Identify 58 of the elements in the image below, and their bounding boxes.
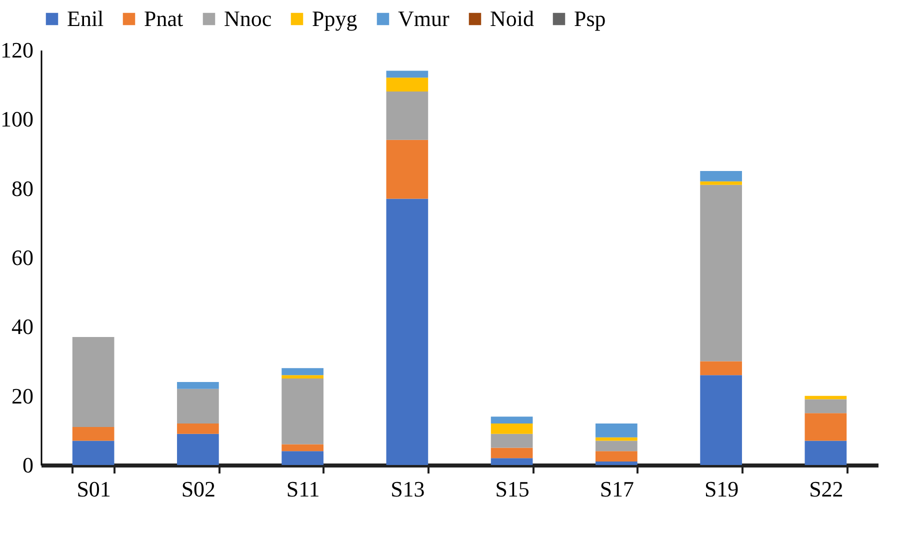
legend-label: Psp — [574, 6, 606, 31]
y-tick-label: 120 — [0, 38, 34, 62]
bar — [596, 451, 638, 462]
bar — [72, 440, 114, 465]
bar — [386, 92, 428, 140]
bar — [490, 458, 533, 465]
bar — [700, 375, 742, 465]
bar — [596, 424, 638, 438]
bar — [386, 140, 428, 199]
legend-label: Ppyg — [312, 6, 358, 31]
bar — [596, 437, 638, 441]
bar — [177, 424, 219, 434]
bar — [72, 337, 114, 427]
bar — [386, 198, 428, 465]
bar — [490, 424, 533, 434]
x-tick-label: S11 — [286, 476, 320, 502]
bar — [282, 368, 324, 376]
legend-label: Vmur — [398, 6, 450, 31]
bar — [804, 399, 847, 414]
bar — [490, 434, 533, 448]
bar — [804, 396, 847, 400]
y-tick-label: 0 — [22, 452, 34, 478]
bar — [700, 361, 742, 376]
bar — [282, 375, 324, 379]
y-tick-label: 100 — [0, 106, 34, 132]
y-tick-label: 80 — [12, 176, 34, 201]
bar — [596, 440, 638, 452]
bar — [700, 181, 742, 185]
y-tick-label: 20 — [12, 383, 34, 408]
bar — [72, 426, 114, 441]
x-tick-label: S19 — [704, 476, 739, 502]
bar — [804, 440, 847, 465]
bar — [386, 70, 428, 78]
x-tick-label: S02 — [181, 476, 216, 502]
bar — [804, 413, 847, 441]
bar — [596, 462, 638, 465]
bar — [177, 434, 219, 465]
bar — [177, 388, 219, 424]
x-tick-label: S13 — [390, 476, 425, 502]
bar — [700, 171, 742, 182]
bar — [282, 451, 324, 465]
x-tick-label: S15 — [495, 476, 530, 502]
x-tick-label: S22 — [809, 476, 844, 502]
bar — [700, 184, 742, 362]
y-tick-label: 60 — [12, 245, 34, 270]
legend-label: Nnoc — [224, 6, 272, 31]
legend-label: Pnat — [144, 6, 184, 31]
y-tick-label: 40 — [12, 314, 34, 340]
bar — [386, 78, 428, 92]
x-tick-label: S01 — [76, 476, 111, 502]
legend-label: Noid — [490, 6, 534, 31]
x-tick-label: S17 — [600, 476, 634, 502]
bar — [490, 448, 533, 458]
bar — [177, 382, 219, 389]
bar — [490, 416, 533, 424]
bar — [282, 378, 324, 444]
legend-label: Enil — [67, 6, 104, 31]
bar — [282, 444, 324, 452]
